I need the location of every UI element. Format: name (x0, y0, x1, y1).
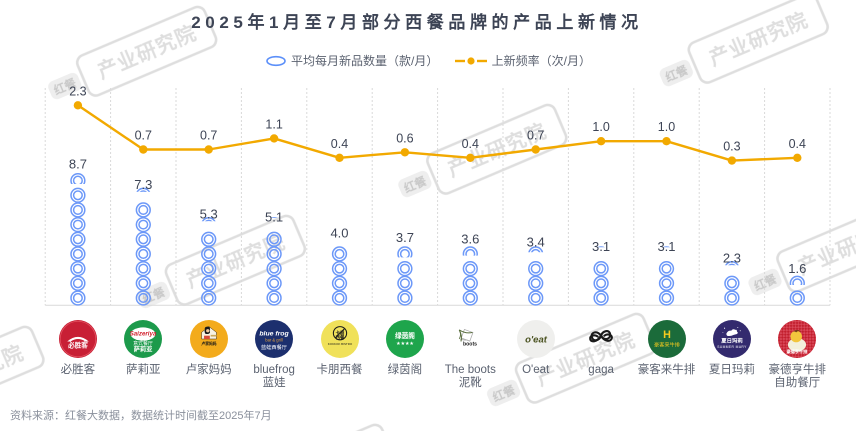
svg-text:豪德亨牛排: 豪德亨牛排 (787, 348, 809, 354)
svg-text:★★★★: ★★★★ (396, 341, 414, 347)
svg-text:必胜客: 必胜客 (67, 340, 88, 349)
svg-text:0.3: 0.3 (723, 140, 740, 154)
svg-text:绿茵阁: 绿茵阁 (395, 331, 415, 340)
svg-text:1.6: 1.6 (788, 261, 806, 276)
svg-text:3.7: 3.7 (396, 230, 414, 245)
svg-text:H: H (663, 329, 671, 341)
svg-text:3.1: 3.1 (592, 239, 610, 254)
svg-text:boots: boots (463, 342, 477, 348)
svg-text:5.1: 5.1 (265, 209, 283, 224)
svg-text:blue frog: blue frog (259, 331, 289, 338)
svg-text:8.7: 8.7 (69, 157, 87, 172)
svg-text:0.7: 0.7 (527, 129, 544, 143)
svg-text:豪客来牛排: 豪客来牛排 (654, 340, 680, 348)
svg-text:Saizeriya: Saizeriya (130, 331, 157, 338)
svg-text:2.3: 2.3 (723, 251, 741, 266)
svg-text:o'eat: o'eat (525, 334, 548, 345)
svg-text:1.0: 1.0 (592, 120, 609, 134)
svg-text:0.6: 0.6 (396, 131, 413, 145)
svg-text:3.1: 3.1 (657, 239, 675, 254)
svg-text:7.3: 7.3 (134, 177, 152, 192)
svg-text:0.7: 0.7 (200, 129, 217, 143)
svg-text:蓝蛙西餐厅: 蓝蛙西餐厅 (261, 343, 287, 351)
svg-text:西餐: 西餐 (335, 334, 344, 341)
svg-text:SUMMER MARY: SUMMER MARY (717, 345, 747, 349)
svg-text:0.7: 0.7 (135, 129, 152, 143)
svg-text:3.6: 3.6 (461, 231, 479, 246)
svg-text:4.0: 4.0 (330, 226, 348, 241)
svg-text:3.4: 3.4 (527, 234, 545, 249)
svg-text:萨莉亚: 萨莉亚 (134, 345, 153, 353)
svg-text:1.0: 1.0 (658, 120, 675, 134)
svg-text:夏日玛莉: 夏日玛莉 (720, 336, 743, 344)
svg-text:bar & grill: bar & grill (265, 337, 283, 342)
svg-text:5.3: 5.3 (200, 207, 218, 222)
svg-text:0.4: 0.4 (789, 137, 806, 151)
svg-text:0.4: 0.4 (331, 137, 348, 151)
svg-text:1.1: 1.1 (265, 117, 282, 131)
svg-text:KOKKOK BISTRO: KOKKOK BISTRO (327, 342, 352, 346)
svg-text:卢家妈妈: 卢家妈妈 (201, 341, 216, 346)
svg-text:2.3: 2.3 (69, 84, 86, 98)
svg-text:0.4: 0.4 (462, 137, 479, 151)
